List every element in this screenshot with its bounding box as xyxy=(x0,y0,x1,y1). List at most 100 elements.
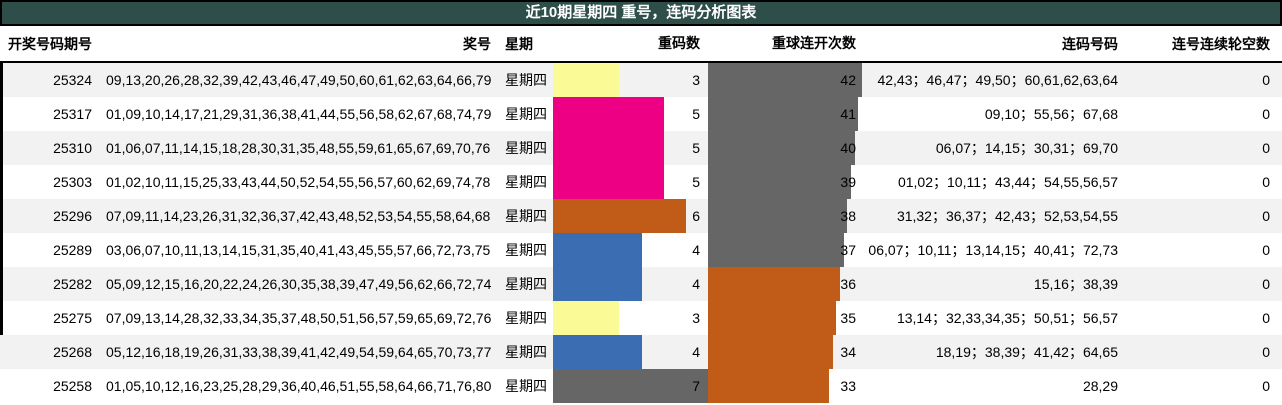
period-cell: 25268 xyxy=(53,344,92,360)
skip-count-cell: 0 xyxy=(1262,344,1270,360)
winning-numbers-cell: 01,06,07,11,14,15,18,28,30,31,35,48,55,5… xyxy=(106,140,491,156)
streak-bar xyxy=(708,335,833,369)
dup-count-cell: 6 xyxy=(553,199,708,233)
dup-count-bar xyxy=(553,267,642,301)
dup-count-value: 4 xyxy=(692,276,700,292)
column-header-period: 开奖号码期号 xyxy=(8,35,92,52)
table-row: 25275 07,09,13,14,28,32,33,34,35,37,48,50… xyxy=(0,301,1282,335)
dup-count-bar xyxy=(553,63,620,97)
weekday-cell: 星期四 xyxy=(505,242,547,258)
skip-count-cell: 0 xyxy=(1262,276,1270,292)
streak-cell: 40 xyxy=(708,131,862,165)
streak-bar xyxy=(708,131,855,165)
table-row: 25258 01,05,10,12,16,23,25,28,29,36,40,46… xyxy=(0,369,1282,403)
column-header-dup-count: 重码数 xyxy=(658,35,700,51)
streak-value: 36 xyxy=(840,276,856,292)
dup-count-cell: 4 xyxy=(553,335,708,369)
weekday-cell: 星期四 xyxy=(505,276,547,292)
consecutive-pairs-cell: 28,29 xyxy=(1082,378,1118,394)
consecutive-pairs-cell: 13,14；32,33,34,35；50,51；56,57 xyxy=(896,310,1118,326)
table-row: 25289 03,06,07,10,11,13,14,15,31,35,40,41… xyxy=(0,233,1282,267)
table-row: 25317 01,09,10,14,17,21,29,31,36,38,41,44… xyxy=(0,97,1282,131)
consecutive-pairs-cell: 18,19；38,39；41,42；64,65 xyxy=(935,344,1118,360)
column-header-streak: 重球连开次数 xyxy=(772,35,856,51)
weekday-cell: 星期四 xyxy=(505,310,547,326)
streak-bar xyxy=(708,63,862,97)
streak-cell: 38 xyxy=(708,199,862,233)
period-cell: 25289 xyxy=(53,242,92,258)
period-cell: 25324 xyxy=(53,72,92,88)
weekday-cell: 星期四 xyxy=(505,140,547,156)
dup-count-cell: 7 xyxy=(553,369,708,403)
dup-count-bar xyxy=(553,233,642,267)
skip-count-cell: 0 xyxy=(1262,310,1270,326)
dup-count-bar xyxy=(553,369,708,403)
consecutive-pairs-cell: 06,07；14,15；30,31；69,70 xyxy=(935,140,1118,156)
period-cell: 25282 xyxy=(53,276,92,292)
streak-value: 40 xyxy=(840,140,856,156)
streak-value: 39 xyxy=(840,174,856,190)
table-header: 开奖号码期号 奖号 星期 重码数 重球连开次数 连码号码 连号连续轮空数 xyxy=(0,26,1282,63)
streak-value: 38 xyxy=(840,208,856,224)
table-row: 25282 05,09,12,15,16,20,22,24,26,30,35,38… xyxy=(0,267,1282,301)
streak-cell: 41 xyxy=(708,97,862,131)
column-header-week: 星期 xyxy=(505,35,533,52)
winning-numbers-cell: 03,06,07,10,11,13,14,15,31,35,40,41,43,4… xyxy=(106,242,491,258)
column-header-numbers: 奖号 xyxy=(463,35,491,52)
table-row: 25296 07,09,11,14,23,26,31,32,36,37,42,43… xyxy=(0,199,1282,233)
dup-count-cell: 4 xyxy=(553,233,708,267)
streak-value: 37 xyxy=(840,242,856,258)
consecutive-pairs-cell: 42,43；46,47；49,50；60,61,62,63,64 xyxy=(877,72,1118,88)
dup-count-bar xyxy=(553,335,642,369)
column-header-skip: 连号连续轮空数 xyxy=(1172,35,1270,52)
dup-count-cell: 3 xyxy=(553,301,708,335)
table-row: 25324 09,13,20,26,28,32,39,42,43,46,47,49… xyxy=(0,63,1282,97)
streak-cell: 34 xyxy=(708,335,862,369)
dup-count-value: 6 xyxy=(692,208,700,224)
dup-count-value: 4 xyxy=(692,242,700,258)
dup-count-cell: 5 xyxy=(553,165,708,199)
weekday-cell: 星期四 xyxy=(505,208,547,224)
period-cell: 25258 xyxy=(53,378,92,394)
period-cell: 25296 xyxy=(53,208,92,224)
skip-count-cell: 0 xyxy=(1262,242,1270,258)
dup-count-cell: 5 xyxy=(553,97,708,131)
winning-numbers-cell: 01,09,10,14,17,21,29,31,36,38,41,44,55,5… xyxy=(106,106,492,122)
dup-count-bar xyxy=(553,165,664,199)
streak-bar xyxy=(708,369,829,403)
dup-count-value: 7 xyxy=(692,378,700,394)
streak-bar xyxy=(708,165,851,199)
streak-cell: 35 xyxy=(708,301,862,335)
consecutive-pairs-cell: 31,32；36,37；42,43；52,53,54,55 xyxy=(896,208,1118,224)
table-body: 25324 09,13,20,26,28,32,39,42,43,46,47,49… xyxy=(0,63,1282,403)
streak-bar xyxy=(708,233,844,267)
streak-bar xyxy=(708,97,859,131)
period-cell: 25303 xyxy=(53,174,92,190)
weekday-cell: 星期四 xyxy=(505,106,547,122)
dup-count-value: 3 xyxy=(692,72,700,88)
consecutive-pairs-cell: 15,16；38,39 xyxy=(1033,276,1118,292)
streak-cell: 37 xyxy=(708,233,862,267)
dup-count-bar xyxy=(553,97,664,131)
skip-count-cell: 0 xyxy=(1262,106,1270,122)
winning-numbers-cell: 01,02,10,11,15,25,33,43,44,50,52,54,55,5… xyxy=(106,174,491,190)
winning-numbers-cell: 07,09,13,14,28,32,33,34,35,37,48,50,51,5… xyxy=(106,310,492,326)
streak-value: 42 xyxy=(840,72,856,88)
dup-count-cell: 5 xyxy=(553,131,708,165)
winning-numbers-cell: 07,09,11,14,23,26,31,32,36,37,42,43,48,5… xyxy=(106,208,491,224)
winning-numbers-cell: 09,13,20,26,28,32,39,42,43,46,47,49,50,6… xyxy=(106,72,492,88)
streak-bar xyxy=(708,199,848,233)
period-cell: 25310 xyxy=(53,140,92,156)
dup-count-value: 5 xyxy=(692,174,700,190)
skip-count-cell: 0 xyxy=(1262,140,1270,156)
skip-count-cell: 0 xyxy=(1262,174,1270,190)
dup-count-cell: 4 xyxy=(553,267,708,301)
winning-numbers-cell: 05,09,12,15,16,20,22,24,26,30,35,38,39,4… xyxy=(106,276,492,292)
winning-numbers-cell: 05,12,16,18,19,26,31,33,38,39,41,42,49,5… xyxy=(106,344,492,360)
dup-count-value: 5 xyxy=(692,140,700,156)
streak-value: 41 xyxy=(840,106,856,122)
period-cell: 25317 xyxy=(53,106,92,122)
page-title: 近10期星期四 重号，连码分析图表 xyxy=(0,0,1282,26)
skip-count-cell: 0 xyxy=(1262,378,1270,394)
skip-count-cell: 0 xyxy=(1262,208,1270,224)
